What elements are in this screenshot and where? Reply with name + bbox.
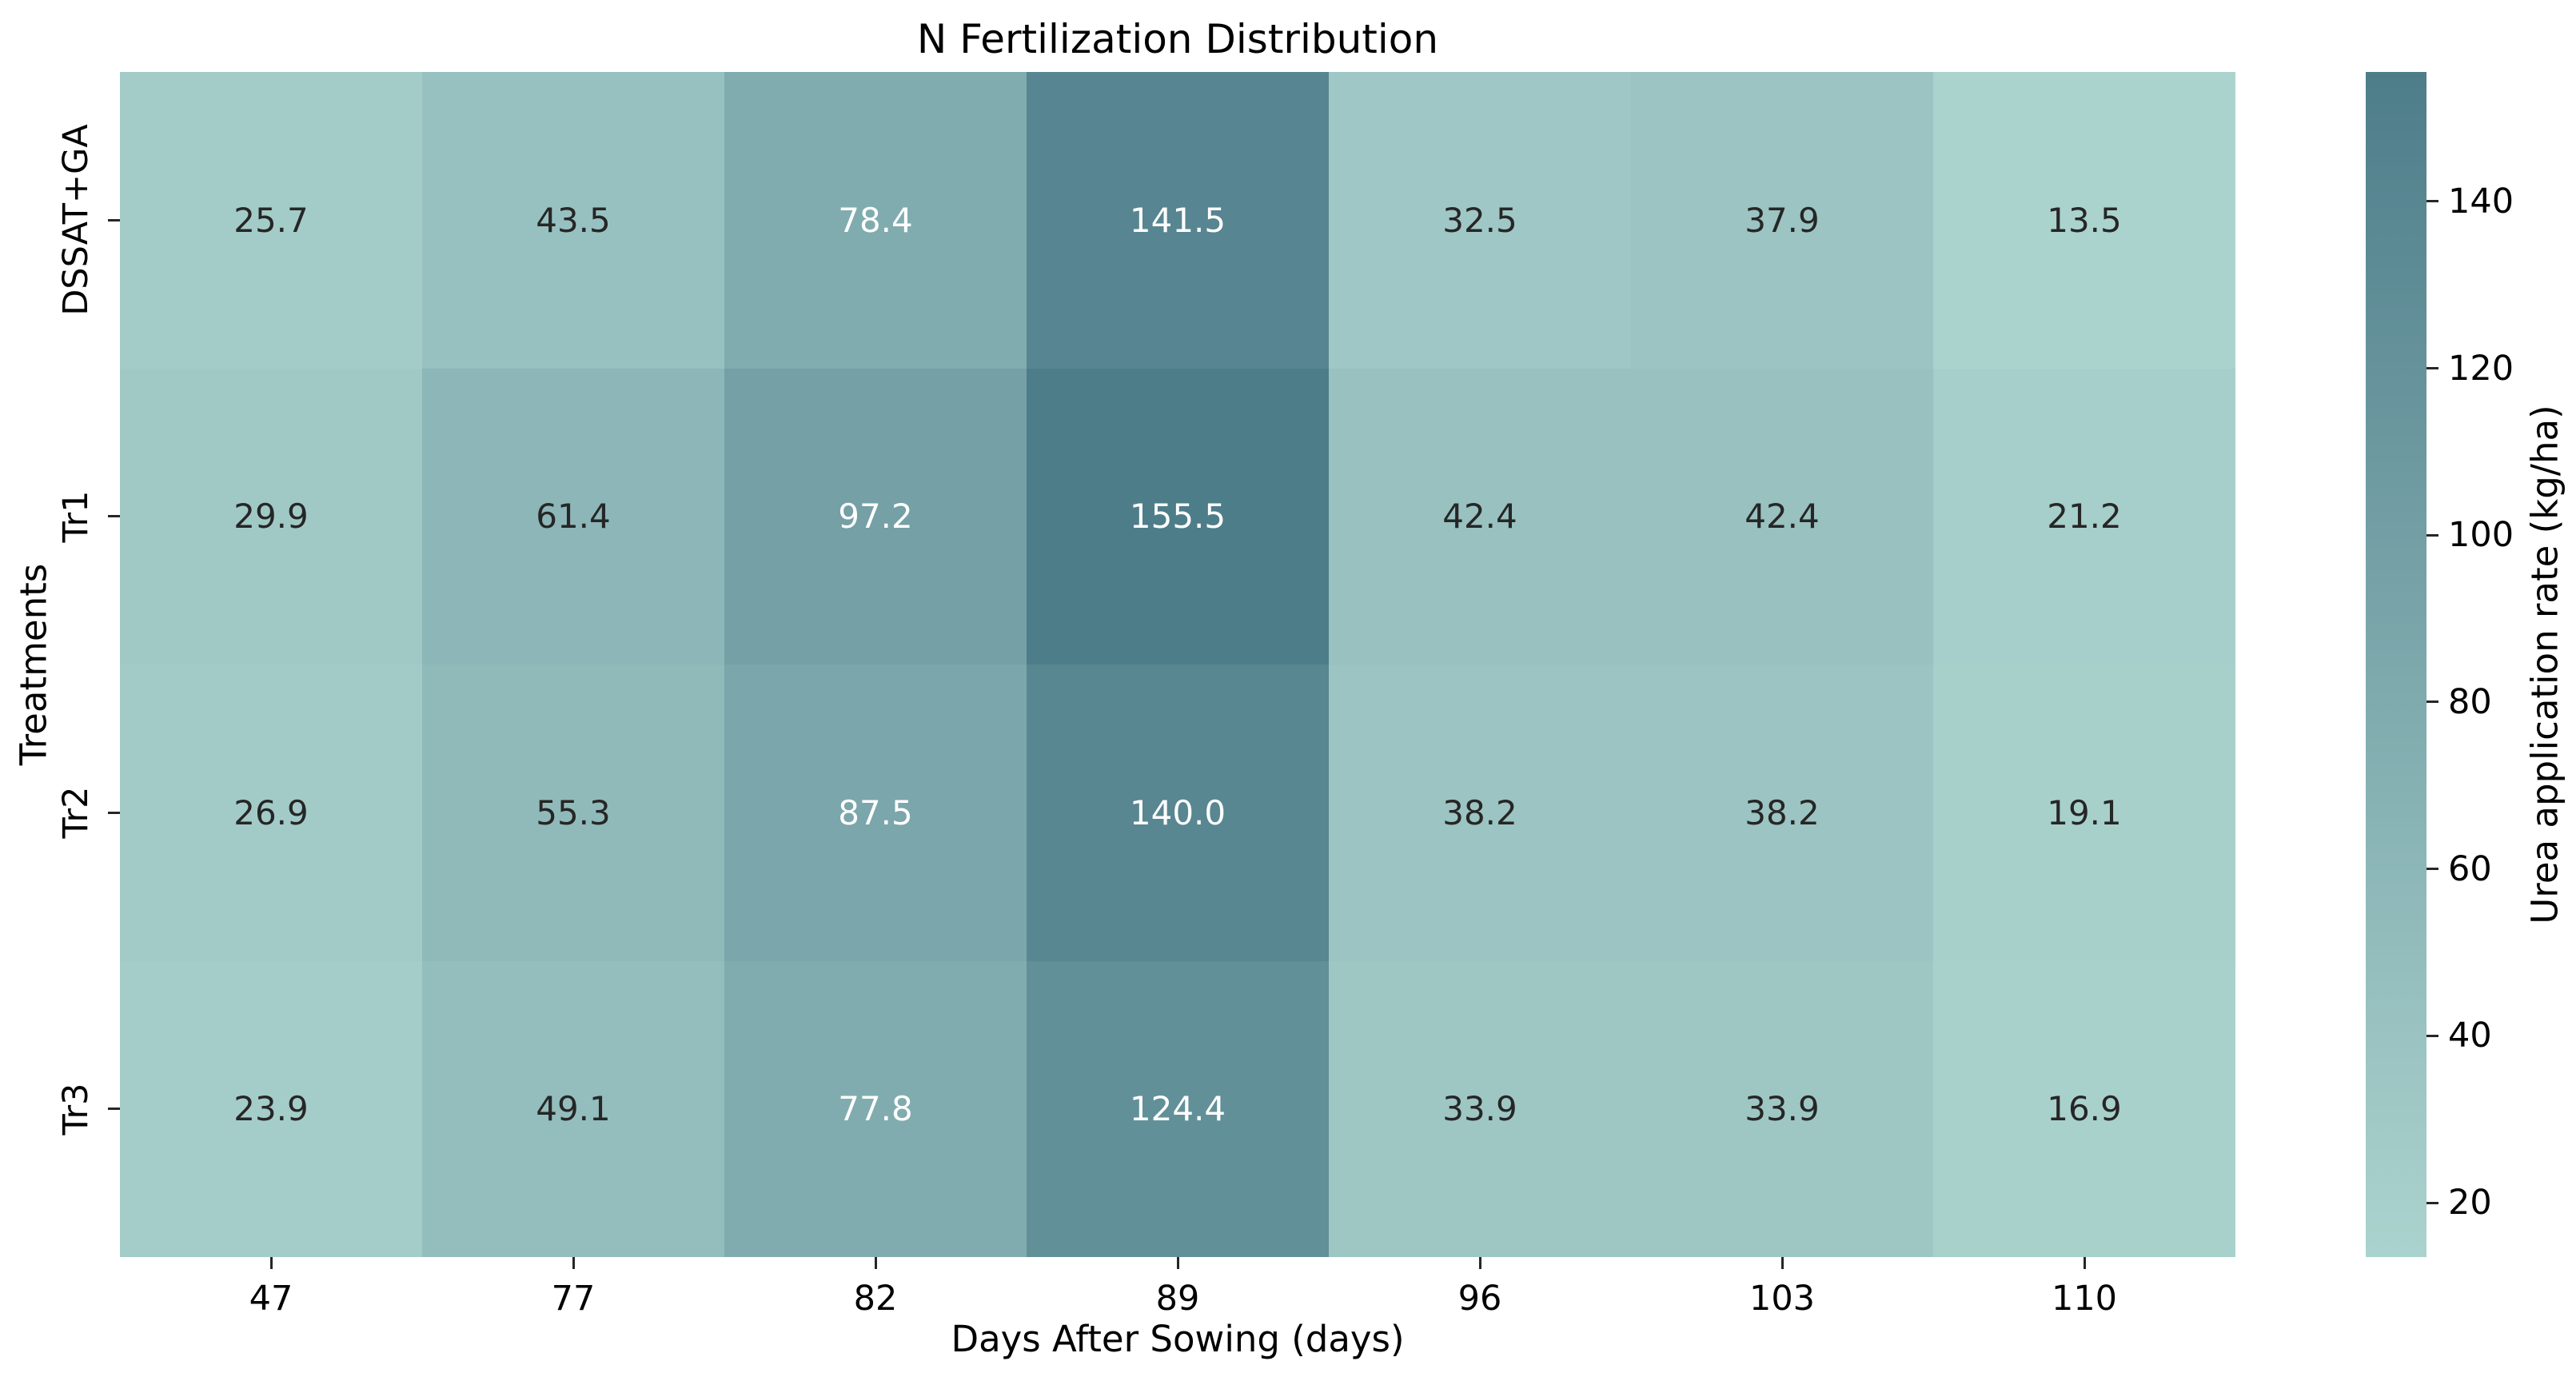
heatmap-cell: 61.4 [422,368,724,665]
x-tick-label: 96 [1457,1279,1502,1319]
x-tick-mark [1478,1257,1481,1269]
heatmap-cell: 33.9 [1329,960,1631,1257]
colorbar-tick-label: 140 [2448,181,2514,222]
heatmap-cell: 16.9 [1933,960,2235,1257]
heatmap-cell: 124.4 [1027,960,1329,1257]
heatmap-cell: 49.1 [422,960,724,1257]
heatmap-cell: 21.2 [1933,368,2235,665]
heatmap-cell: 33.9 [1631,960,1933,1257]
heatmap-cell: 77.8 [724,960,1027,1257]
heatmap-cell: 38.2 [1631,665,1933,961]
y-axis-label: Treatments [12,563,55,766]
heatmap-cell: 87.5 [724,665,1027,961]
y-tick-mark [108,1108,120,1111]
x-tick-label: 103 [1749,1279,1816,1319]
colorbar-tick-label: 40 [2448,1016,2492,1056]
x-tick-mark [1176,1257,1179,1269]
heatmap-cell: 55.3 [422,665,724,961]
heatmap-cell: 13.5 [1933,72,2235,369]
y-tick-mark [108,811,120,814]
heatmap-cell: 155.5 [1027,368,1329,665]
colorbar-tick-mark [2426,533,2438,537]
colorbar-tick-label: 80 [2448,681,2492,722]
chart-title: N Fertilization Distribution [916,16,1439,62]
y-tick-label: Tr3 [56,1083,96,1136]
heatmap-cell: 23.9 [120,960,422,1257]
x-tick-label: 77 [551,1279,596,1319]
heatmap-cell: 141.5 [1027,72,1329,369]
colorbar [2366,72,2426,1257]
x-tick-mark [874,1257,877,1269]
y-tick-label: DSSAT+GA [56,124,96,317]
x-axis-label: Days After Sowing (days) [951,1318,1405,1360]
colorbar-tick-mark [2426,868,2438,871]
colorbar-tick-label: 20 [2448,1183,2492,1223]
heatmap-grid: 25.7 43.5 78.4 141.5 32.5 37.9 13.5 29.9 61.4 97.… [120,72,2235,1257]
y-tick-mark [108,218,120,222]
heatmap-cell: 25.7 [120,72,422,369]
x-tick-mark [2083,1257,2086,1269]
heatmap-cell: 29.9 [120,368,422,665]
heatmap-cell: 38.2 [1329,665,1631,961]
colorbar-tick-mark [2426,700,2438,704]
heatmap-cell: 26.9 [120,665,422,961]
heatmap-cell: 19.1 [1933,665,2235,961]
heatmap-cell: 78.4 [724,72,1027,369]
x-tick-mark [572,1257,575,1269]
colorbar-label: Urea application rate (kg/ha) [2523,405,2566,924]
x-tick-mark [269,1257,273,1269]
colorbar-tick-mark [2426,200,2438,203]
heatmap-cell: 97.2 [724,368,1027,665]
x-tick-mark [1780,1257,1784,1269]
colorbar-tick-mark [2426,1201,2438,1204]
colorbar-tick-mark [2426,1034,2438,1037]
y-tick-label: Tr1 [56,490,96,543]
colorbar-tick-label: 120 [2448,348,2514,389]
colorbar-tick-mark [2426,367,2438,369]
x-tick-label: 82 [853,1279,898,1319]
heatmap-cell: 32.5 [1329,72,1631,369]
x-tick-label: 110 [2051,1279,2118,1319]
heatmap-cell: 42.4 [1631,368,1933,665]
y-tick-mark [108,515,120,518]
heatmap-cell: 37.9 [1631,72,1933,369]
heatmap-cell: 140.0 [1027,665,1329,961]
y-tick-label: Tr2 [56,786,96,839]
x-tick-label: 47 [249,1279,293,1319]
heatmap-cell: 43.5 [422,72,724,369]
colorbar-tick-label: 100 [2448,515,2514,556]
x-tick-label: 89 [1155,1279,1200,1319]
heatmap-cell: 42.4 [1329,368,1631,665]
colorbar-tick-label: 60 [2448,848,2492,889]
